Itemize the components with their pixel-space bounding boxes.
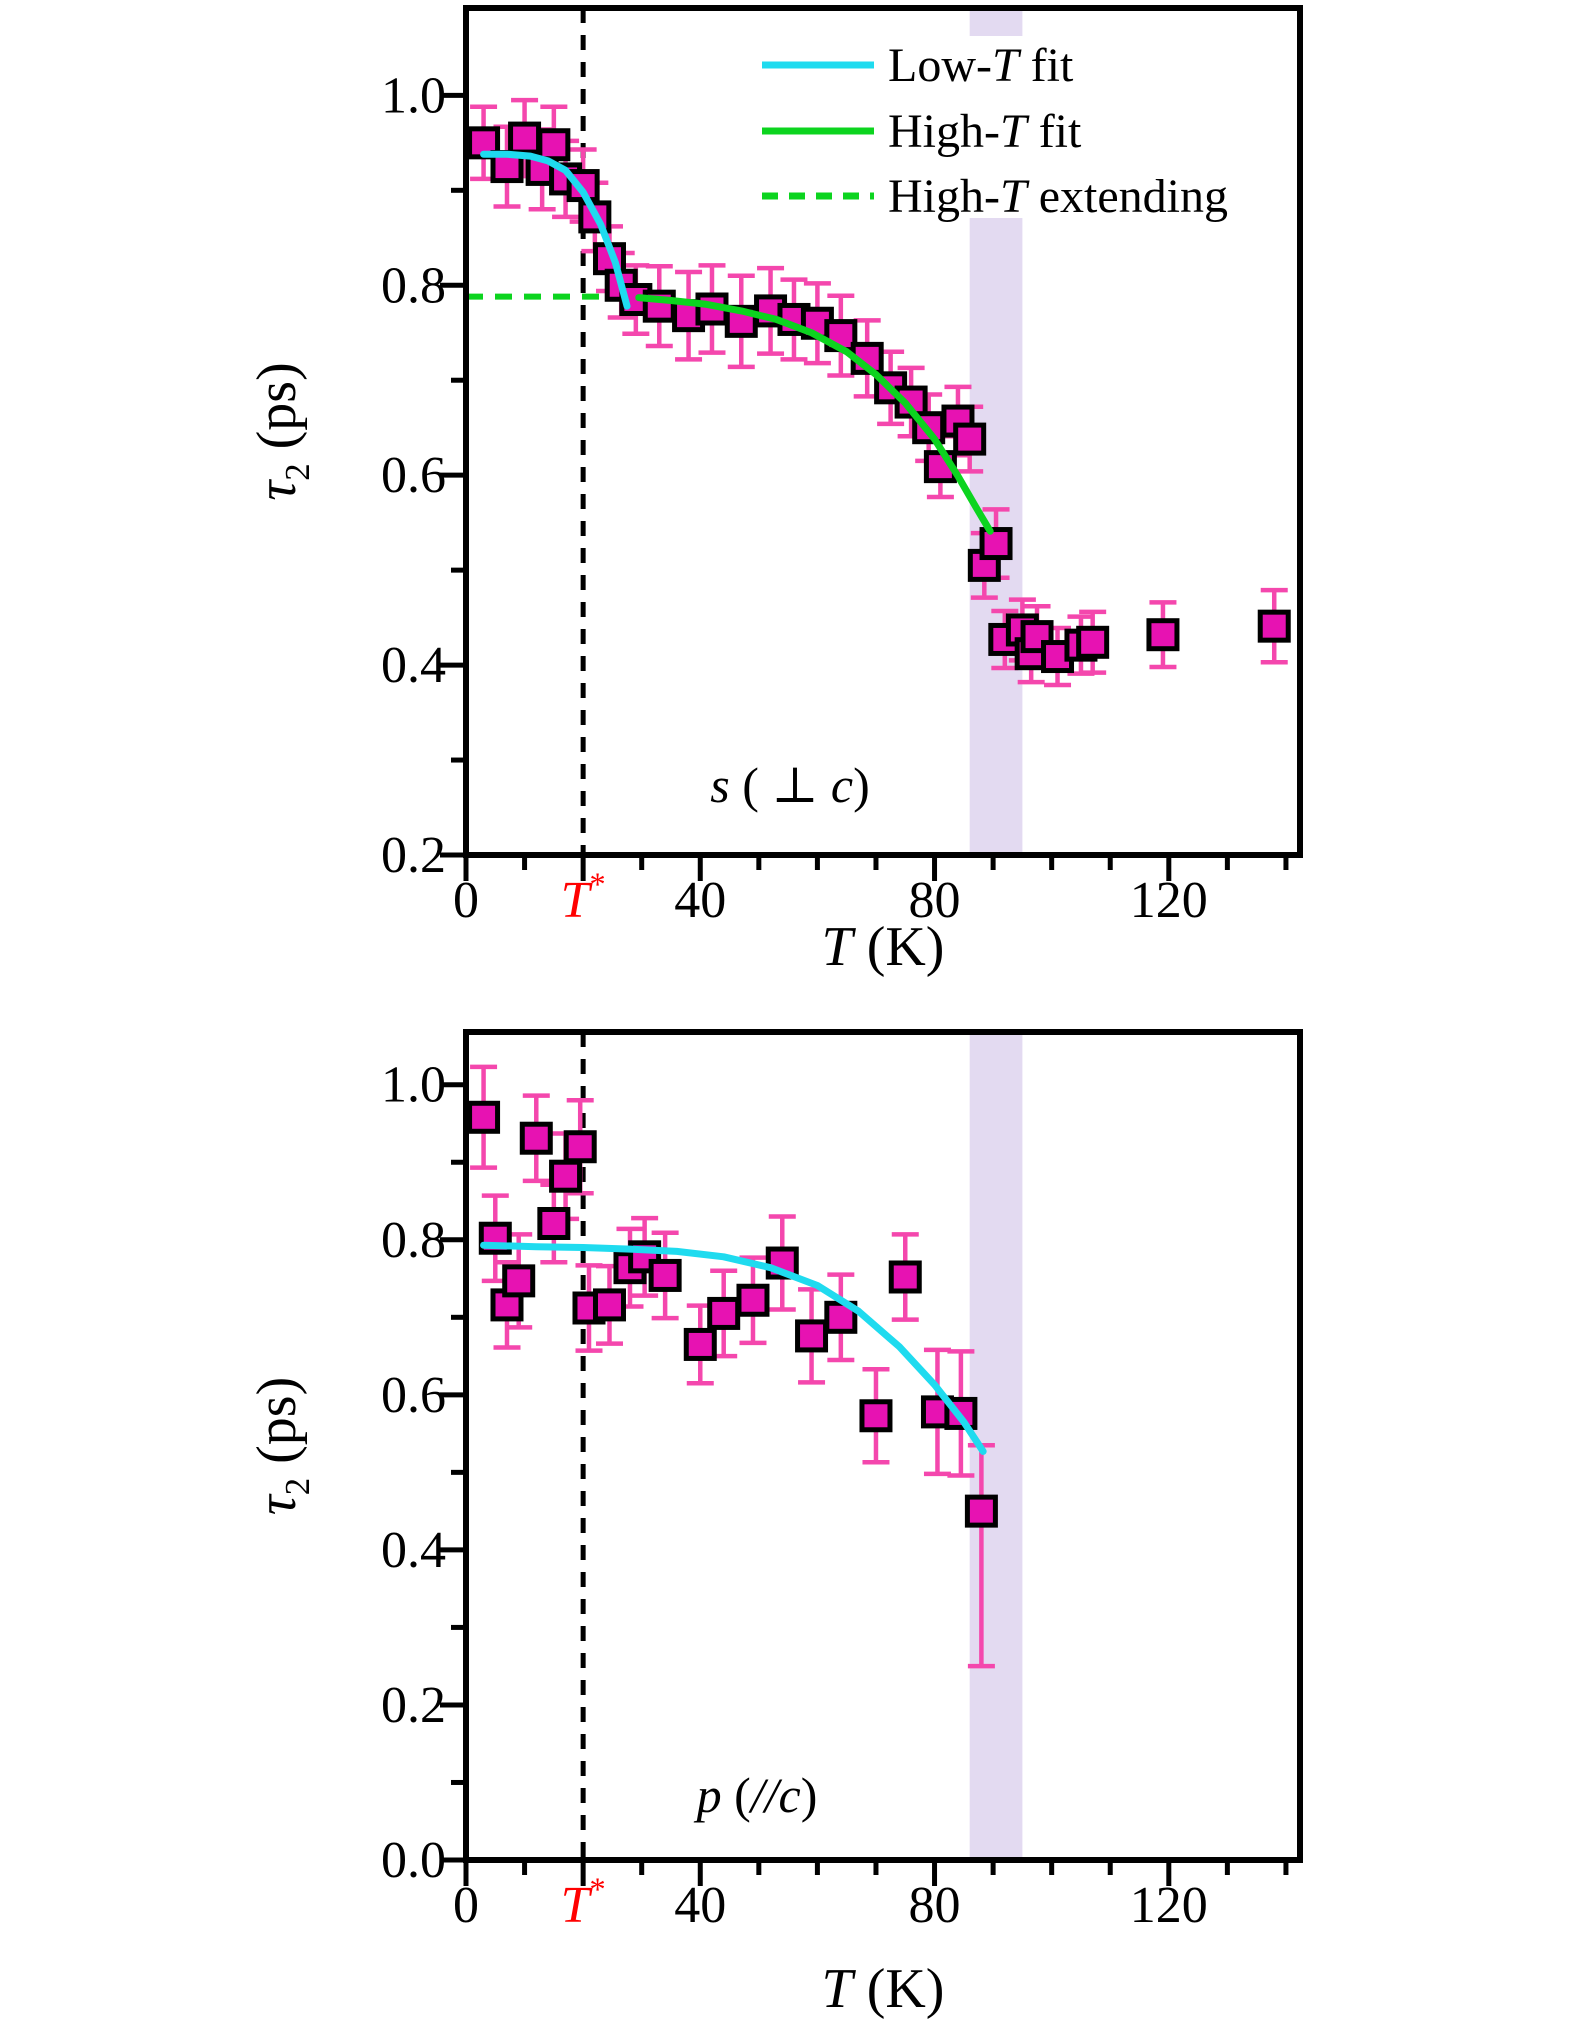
- y-tick-label-1.0: 1.0: [381, 67, 446, 124]
- data-point-square: [467, 1100, 501, 1134]
- axes-spines: [463, 5, 1303, 858]
- data-point-square: [648, 1258, 682, 1292]
- x-tick-label-40: 40: [674, 872, 726, 929]
- data-point-square: [537, 128, 571, 162]
- x-tick-label-120: 120: [1130, 1877, 1208, 1934]
- data-point-square: [979, 527, 1013, 561]
- y-tick-label-0.4: 0.4: [381, 637, 446, 694]
- data-point-square: [1076, 625, 1110, 659]
- tstar-tick-label: T*: [561, 1871, 606, 1934]
- data-point-square: [537, 1206, 571, 1240]
- y-tick-label-0.0: 0.0: [381, 1832, 446, 1889]
- data-point-square: [859, 1399, 893, 1433]
- data-point-square: [953, 422, 987, 456]
- panel-polarization-label: s ( ⊥ c): [710, 757, 870, 813]
- data-point-square: [683, 1327, 717, 1361]
- y-axis-title: τ2 (ps): [246, 362, 317, 501]
- data-point-square: [549, 1159, 583, 1193]
- x-tick-label-80: 80: [909, 1877, 961, 1934]
- y-tick-label-0.6: 0.6: [381, 1367, 446, 1424]
- low_t_fit-curve: [480, 150, 631, 310]
- y-tick-label-0.8: 0.8: [381, 1212, 446, 1269]
- y-tick-label-0.2: 0.2: [381, 1677, 446, 1734]
- data-point-square: [888, 1260, 922, 1294]
- data-point-square: [736, 1283, 770, 1317]
- x-tick-label-0: 0: [453, 1877, 479, 1934]
- low_t_fit-curve: [480, 1241, 987, 1455]
- data-point-square: [592, 1288, 626, 1322]
- y-axis-title: τ2 (ps): [246, 1377, 317, 1516]
- x-tick-label-0: 0: [453, 872, 479, 929]
- y-tick-label-0.8: 0.8: [381, 257, 446, 314]
- x-tick-label-40: 40: [674, 1877, 726, 1934]
- x-axis-title: T (K): [822, 916, 945, 978]
- y-tick-label-1.0: 1.0: [381, 1057, 446, 1114]
- x-tick-label-120: 120: [1130, 872, 1208, 929]
- data-point-square: [795, 1319, 829, 1353]
- data-point-square: [1257, 609, 1291, 643]
- data-point-square: [563, 1130, 597, 1164]
- data-point-square: [508, 121, 542, 155]
- data-point-square: [502, 1264, 536, 1298]
- x-axis-title: T (K): [822, 1958, 945, 2020]
- data-points: [467, 1100, 998, 1528]
- legend: Low-T fit High-T fit High-T extending: [747, 36, 1298, 223]
- data-point-square: [707, 1296, 741, 1330]
- axes-spines: [463, 1029, 1303, 1863]
- data-point-square: [964, 1494, 998, 1528]
- x-tick-label-80: 80: [909, 872, 961, 929]
- data-point-square: [765, 1246, 799, 1280]
- legend-label-0: Low-T fit: [888, 39, 1074, 92]
- tstar-tick-label: T*: [561, 866, 606, 929]
- legend-label-1: High-T fit: [888, 105, 1082, 158]
- y-tick-label-0.2: 0.2: [381, 827, 446, 884]
- panel-p-parallel-c: 0 T* 40 80 120 1.0 0.8 0.6 0.4 0.2 0.0 T (K) τ2 (ps)…: [246, 1029, 1303, 2020]
- high_t_fit-curve: [635, 294, 994, 535]
- y-tick-label-0.4: 0.4: [381, 1522, 446, 1579]
- panel-s-perp-c: Low-T fit High-T fit High-T extending 0 T* 40…: [246, 5, 1303, 978]
- data-point-square: [1146, 618, 1180, 652]
- legend-label-2: High-T extending: [888, 170, 1228, 223]
- y-tick-label-0.6: 0.6: [381, 447, 446, 504]
- data-point-square: [519, 1121, 553, 1155]
- panel-polarization-label: p (//c): [694, 1767, 818, 1823]
